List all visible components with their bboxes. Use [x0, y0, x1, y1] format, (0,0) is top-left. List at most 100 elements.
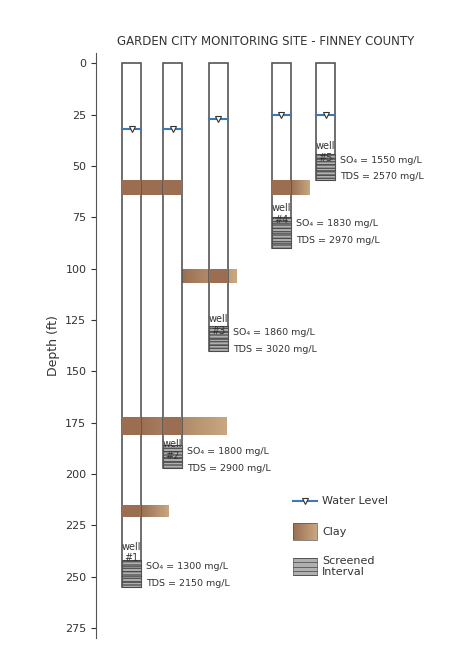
Bar [229, 269, 230, 283]
Bar [163, 416, 182, 435]
Bar [200, 269, 201, 283]
Bar [185, 416, 187, 435]
Bar [163, 63, 182, 468]
Bar [143, 416, 144, 435]
Bar [158, 505, 159, 517]
Bar [161, 505, 162, 517]
Bar [181, 416, 183, 435]
Bar [164, 505, 165, 517]
Bar [272, 63, 291, 248]
Bar [316, 154, 335, 180]
Text: SO₄ = 1300 mg/L: SO₄ = 1300 mg/L [146, 562, 228, 572]
Bar [293, 558, 317, 575]
Bar [142, 505, 143, 517]
Bar [141, 180, 163, 195]
Bar [191, 269, 192, 283]
Bar [150, 416, 151, 435]
Bar [167, 505, 168, 517]
Bar [194, 269, 195, 283]
Bar [197, 269, 198, 283]
Bar [122, 416, 141, 435]
Bar [168, 505, 169, 517]
Text: TDS = 2970 mg/L: TDS = 2970 mg/L [296, 236, 380, 245]
Bar [165, 505, 166, 517]
Bar [227, 269, 228, 283]
Bar [198, 269, 199, 283]
Bar [147, 505, 148, 517]
Bar [212, 269, 213, 283]
Bar [146, 505, 147, 517]
Text: well
#1: well #1 [122, 542, 142, 564]
Bar [196, 269, 197, 283]
Bar [173, 416, 174, 435]
Bar [194, 416, 195, 435]
Bar [167, 416, 168, 435]
Bar [158, 416, 160, 435]
Text: well
#2: well #2 [163, 439, 182, 461]
Bar [209, 326, 228, 351]
Bar [207, 269, 208, 283]
Bar [197, 416, 198, 435]
Bar [213, 416, 214, 435]
Bar [162, 505, 163, 517]
Bar [218, 269, 219, 283]
Bar [163, 416, 164, 435]
Bar [226, 416, 227, 435]
Bar [168, 416, 170, 435]
Bar [166, 505, 167, 517]
Bar [192, 269, 193, 283]
Bar [226, 269, 227, 283]
Bar [234, 269, 235, 283]
Bar [184, 416, 185, 435]
Bar [156, 416, 157, 435]
Bar [122, 63, 141, 587]
Bar [220, 416, 221, 435]
Bar [230, 269, 231, 283]
Bar [157, 416, 158, 435]
Bar [202, 269, 203, 283]
Bar [199, 269, 200, 283]
Bar [210, 269, 211, 283]
Bar [183, 269, 184, 283]
Bar [151, 416, 152, 435]
Bar [147, 416, 148, 435]
Bar [214, 416, 216, 435]
Bar [163, 180, 182, 195]
Bar [213, 269, 214, 283]
Bar [205, 269, 206, 283]
Bar [155, 505, 156, 517]
Bar [187, 269, 188, 283]
Bar [159, 505, 160, 517]
Bar [208, 269, 209, 283]
Bar [201, 269, 202, 283]
Bar [182, 269, 183, 283]
Bar [236, 269, 237, 283]
Bar [272, 180, 291, 195]
Bar [211, 269, 212, 283]
Bar [160, 416, 161, 435]
Bar [189, 416, 190, 435]
Text: SO₄ = 1800 mg/L: SO₄ = 1800 mg/L [187, 447, 269, 457]
Bar [210, 416, 211, 435]
Text: SO₄ = 1860 mg/L: SO₄ = 1860 mg/L [233, 328, 315, 337]
Bar [223, 416, 224, 435]
Bar [170, 416, 171, 435]
Bar [122, 180, 141, 195]
Bar [206, 416, 207, 435]
Bar [157, 505, 158, 517]
Bar [186, 269, 187, 283]
Bar [209, 269, 228, 283]
Bar [204, 269, 205, 283]
Y-axis label: Depth (ft): Depth (ft) [46, 315, 60, 376]
Text: Screened
Interval: Screened Interval [322, 556, 375, 578]
Bar [122, 560, 141, 587]
Bar [272, 217, 291, 248]
Bar [161, 416, 163, 435]
Bar [175, 416, 177, 435]
Bar [184, 269, 185, 283]
Bar [232, 269, 233, 283]
Bar [193, 269, 194, 283]
Bar [316, 63, 335, 180]
Bar [183, 416, 184, 435]
Bar [143, 505, 144, 517]
